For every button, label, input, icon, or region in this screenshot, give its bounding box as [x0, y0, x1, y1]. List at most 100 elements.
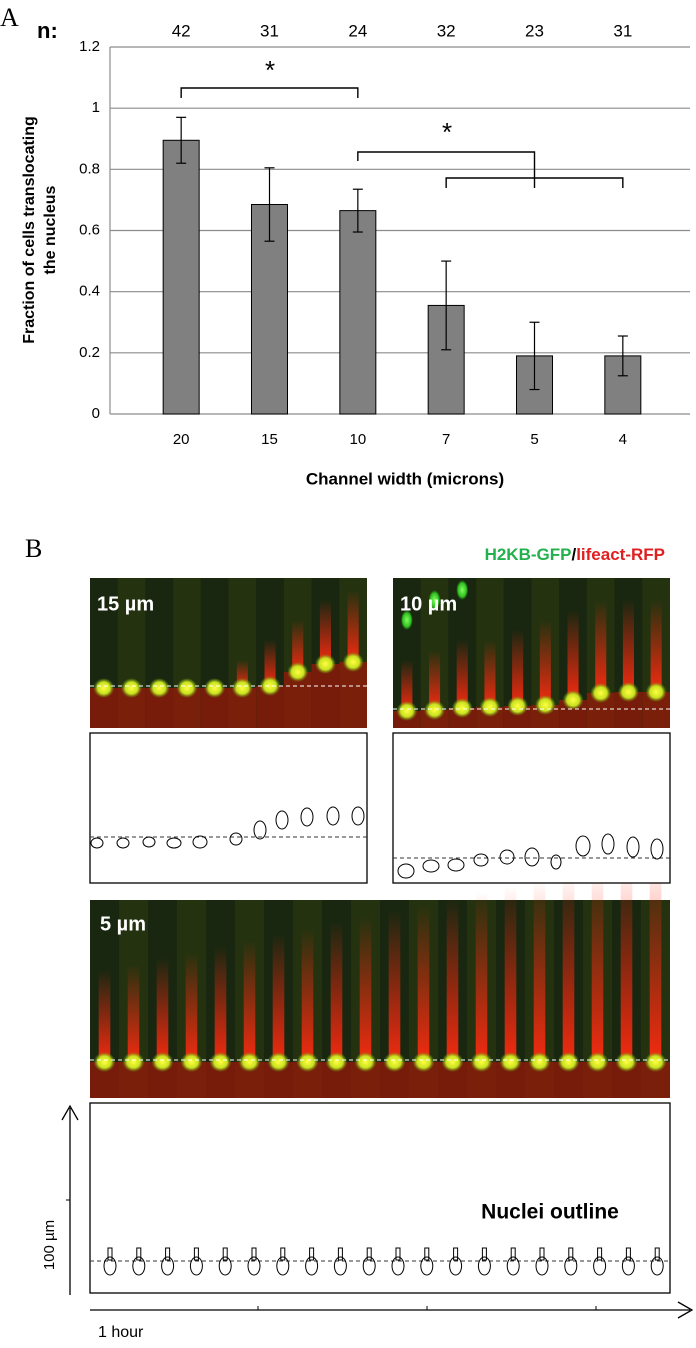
- y-tick-label: 0.8: [79, 160, 100, 177]
- nucleus: [354, 1052, 377, 1072]
- nucleus-outline: [391, 1256, 405, 1276]
- nucleus-tail: [366, 1247, 372, 1261]
- n-value: 42: [172, 21, 191, 40]
- nucleus-outline: [650, 1256, 664, 1276]
- legend: H2KB-GFP/lifeact-RFP: [485, 545, 665, 564]
- nucleus: [342, 652, 364, 672]
- outline-box: [392, 732, 671, 884]
- nucleus-outline: [621, 1256, 635, 1276]
- bracket: [445, 177, 624, 188]
- bracket: [357, 151, 536, 188]
- x-tick-label: 10: [349, 431, 366, 448]
- nucleus: [645, 682, 667, 702]
- actin: [127, 964, 140, 1062]
- nucleus-outline: [161, 1256, 175, 1276]
- image-5: [90, 856, 670, 1098]
- nucleus: [296, 1052, 319, 1072]
- actin: [620, 862, 633, 1062]
- y-tick-label: 1.2: [79, 38, 100, 55]
- panel-label: A: [0, 3, 19, 32]
- y-tick-label: 0.6: [79, 221, 100, 238]
- panel-title: 5 µm: [100, 913, 146, 935]
- n-value: 32: [437, 21, 456, 40]
- nucleus-outline: [276, 1256, 290, 1276]
- image-10: [393, 578, 670, 728]
- nucleus-tail: [280, 1247, 286, 1261]
- nucleus-tail: [654, 1247, 660, 1261]
- nucleus: [238, 1052, 261, 1072]
- nucleus-outline: [116, 837, 130, 849]
- nucleus-outline: [229, 832, 243, 846]
- nucleus-outline: [473, 853, 489, 867]
- nucleus-outline: [499, 849, 515, 865]
- nucleus-tail: [481, 1247, 487, 1261]
- nucleus: [287, 662, 309, 682]
- nucleus-outline: [449, 1256, 463, 1276]
- nucleus-outline: [142, 836, 156, 848]
- nucleus-outline: [422, 859, 440, 873]
- actin: [319, 600, 331, 664]
- actin: [214, 946, 227, 1062]
- nucleus-tail: [424, 1247, 430, 1261]
- y-tick-label: 0: [92, 405, 100, 422]
- actin: [98, 970, 111, 1062]
- actin: [446, 898, 459, 1062]
- nucleus-outline: [575, 835, 591, 857]
- nucleus: [204, 678, 226, 698]
- nucleus: [325, 1052, 348, 1072]
- nucleus-tail: [568, 1247, 574, 1261]
- x-tick-label: 4: [619, 431, 627, 448]
- y-axis-label: Fraction of cells translocating the nucle…: [21, 116, 59, 344]
- nucleus: [314, 654, 336, 674]
- n-value: 23: [525, 21, 544, 40]
- actin: [539, 620, 551, 705]
- actin: [533, 880, 546, 1062]
- actin: [622, 600, 634, 692]
- y-tick-label: 1: [92, 99, 100, 116]
- actin: [264, 640, 276, 686]
- nucleus-outline: [650, 838, 664, 860]
- x-tick-label: 20: [173, 431, 190, 448]
- nucleus-outline: [506, 1256, 520, 1276]
- nucleus-outline: [192, 835, 208, 849]
- nucleus: [148, 678, 170, 698]
- actin: [591, 868, 604, 1062]
- nucleus: [441, 1052, 464, 1072]
- nucleus-tail: [136, 1247, 142, 1261]
- actin: [484, 640, 496, 707]
- actin: [417, 904, 430, 1062]
- nucleus: [176, 678, 198, 698]
- nucleus-outline: [550, 854, 562, 870]
- actin: [562, 874, 575, 1062]
- outline-10: [392, 732, 671, 884]
- y-label-line: the nucleus: [42, 185, 59, 274]
- nucleus-tail: [453, 1247, 459, 1261]
- nucleus: [151, 1052, 174, 1072]
- actin: [650, 600, 662, 692]
- nucleus-tail: [395, 1247, 401, 1261]
- significance: *: [265, 55, 275, 85]
- nucleus-outline: [132, 1256, 146, 1276]
- nucleus: [209, 1052, 232, 1072]
- nucleus-tail: [165, 1247, 171, 1261]
- arrow: [61, 1104, 79, 1121]
- nucleus-outline: [362, 1256, 376, 1276]
- nucleus: [396, 701, 418, 721]
- nucleus-tail: [597, 1247, 603, 1261]
- nucleus: [528, 1052, 551, 1072]
- n-value: 31: [613, 21, 632, 40]
- actin: [185, 952, 198, 1062]
- nucleus-outline: [564, 1256, 578, 1276]
- actin: [243, 940, 256, 1062]
- bar: [339, 210, 377, 415]
- y-tick-label: 0.4: [79, 283, 100, 300]
- nucleus-outline: [626, 836, 640, 858]
- nucleus: [644, 1052, 667, 1072]
- image-15: [90, 578, 367, 728]
- nucleus: [617, 682, 639, 702]
- nucleus: [507, 696, 529, 716]
- nucleus: [180, 1052, 203, 1072]
- nucleus: [428, 590, 441, 610]
- panel-title: 10 µm: [400, 593, 457, 615]
- nucleus: [267, 1052, 290, 1072]
